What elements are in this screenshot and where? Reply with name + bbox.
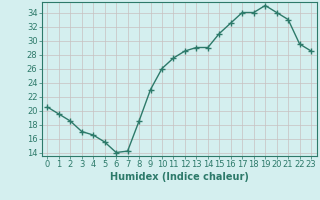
X-axis label: Humidex (Indice chaleur): Humidex (Indice chaleur)	[110, 172, 249, 182]
